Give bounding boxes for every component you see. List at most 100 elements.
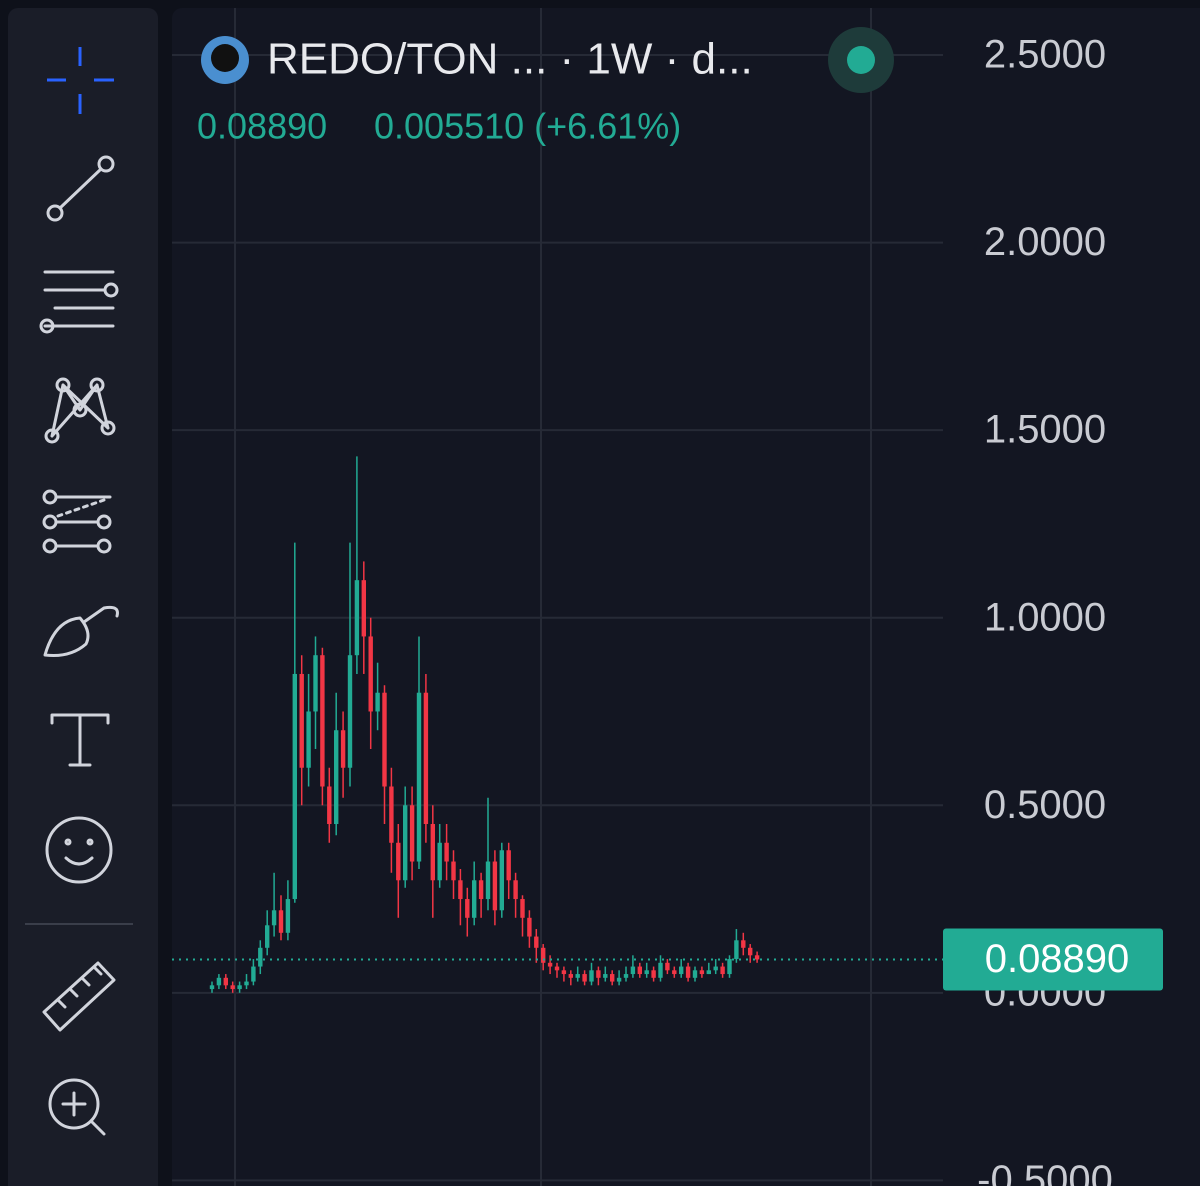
candle-body: [306, 711, 311, 768]
candle-body: [492, 861, 498, 911]
candle-body: [720, 966, 725, 975]
candle-body: [403, 805, 408, 881]
candle-body: [679, 966, 684, 975]
y-tick-label: 1.0000: [984, 595, 1106, 639]
candle-body: [465, 899, 470, 918]
candle-body: [375, 692, 380, 712]
candle-body: [354, 580, 360, 656]
y-tick-label: 2.0000: [984, 220, 1106, 264]
emoji-tool[interactable]: [45, 816, 113, 884]
candle-body: [589, 970, 594, 982]
candle-body: [285, 899, 291, 933]
candle-body: [610, 974, 615, 982]
last-price-tag: [943, 928, 1163, 991]
candle-body: [692, 970, 698, 978]
chart-panel: [172, 8, 1200, 1186]
candle-body: [313, 655, 318, 712]
candle-body: [278, 910, 284, 933]
candle-body: [754, 955, 760, 960]
trend-line-tool[interactable]: [46, 155, 115, 222]
candle-body: [451, 861, 456, 881]
candle-body: [527, 917, 532, 937]
candle-body: [658, 962, 663, 978]
candle-body: [271, 910, 277, 926]
candle-body: [541, 947, 546, 963]
candle-body: [327, 786, 332, 825]
candle-body: [237, 985, 242, 990]
candle-body: [423, 692, 429, 825]
candle-body: [458, 880, 463, 900]
candle-body: [506, 850, 511, 881]
y-tick-label: -0.5000: [977, 1158, 1113, 1186]
y-tick-label: 0.5000: [984, 783, 1106, 827]
candle-body: [534, 936, 539, 948]
candle-body: [361, 580, 366, 637]
y-tick-label: 2.5000: [984, 33, 1106, 77]
candle-body: [340, 730, 346, 768]
candle-body: [699, 970, 705, 975]
zoom-tool[interactable]: [48, 1078, 106, 1136]
candle-body: [665, 962, 670, 971]
candle-body: [409, 805, 415, 862]
candle-body: [727, 959, 732, 975]
candle-body: [444, 842, 449, 862]
candle-body: [582, 974, 587, 982]
candle-body: [547, 962, 553, 967]
candle-body: [292, 673, 297, 900]
toolbar: [8, 8, 158, 1186]
fib-tool[interactable]: [39, 270, 119, 334]
candle-body: [265, 925, 270, 948]
candle-body: [596, 970, 601, 978]
token-logo-inner: [211, 44, 239, 72]
candle-body: [706, 970, 711, 975]
candle-body: [251, 966, 256, 982]
candle-body: [651, 970, 656, 978]
symbol-title[interactable]: REDO/TON ... · 1W · d...: [267, 35, 753, 84]
candle-body: [685, 966, 691, 978]
candle-body: [244, 981, 249, 986]
candle-body: [741, 940, 746, 948]
last-price-label: 0.08890: [985, 937, 1130, 981]
y-tick-label: 1.5000: [984, 408, 1106, 452]
candle-body: [382, 692, 387, 787]
candle-body: [630, 966, 636, 975]
candle-body: [499, 850, 504, 911]
candle-body: [561, 970, 567, 975]
candle-body: [396, 842, 401, 881]
crosshair-tool[interactable]: [47, 47, 114, 114]
candle-body: [209, 985, 215, 990]
candle-body: [437, 842, 442, 881]
candle-body: [748, 947, 753, 956]
candle-body: [347, 655, 353, 768]
candle-body: [603, 974, 608, 978]
candle-body: [672, 970, 677, 975]
status-dot: [847, 46, 875, 74]
candle-body: [258, 947, 263, 967]
candle-body: [216, 977, 222, 986]
candle-body: [637, 966, 642, 975]
candle-body: [223, 977, 228, 986]
candle-body: [554, 966, 560, 971]
candle-body: [713, 966, 718, 971]
candle-body: [485, 861, 491, 900]
candle-body: [230, 985, 235, 990]
candle-body: [389, 786, 394, 843]
candle-body: [472, 880, 477, 918]
pattern-tool[interactable]: [44, 377, 116, 444]
candle-body: [734, 940, 739, 960]
brush-tool[interactable]: [43, 605, 119, 657]
candle-body: [575, 974, 580, 978]
text-tool[interactable]: [50, 713, 110, 767]
candle-body: [320, 655, 325, 787]
candle-body: [416, 692, 422, 862]
prediction-tool[interactable]: [42, 489, 112, 554]
ruler-tool[interactable]: [42, 961, 116, 1032]
candle-body: [334, 730, 339, 825]
candle-body: [368, 636, 373, 712]
price-change: 0.005510 (+6.61%): [374, 106, 681, 147]
candle-body: [623, 974, 629, 978]
candle-body: [616, 977, 622, 982]
candle-body: [513, 880, 518, 900]
